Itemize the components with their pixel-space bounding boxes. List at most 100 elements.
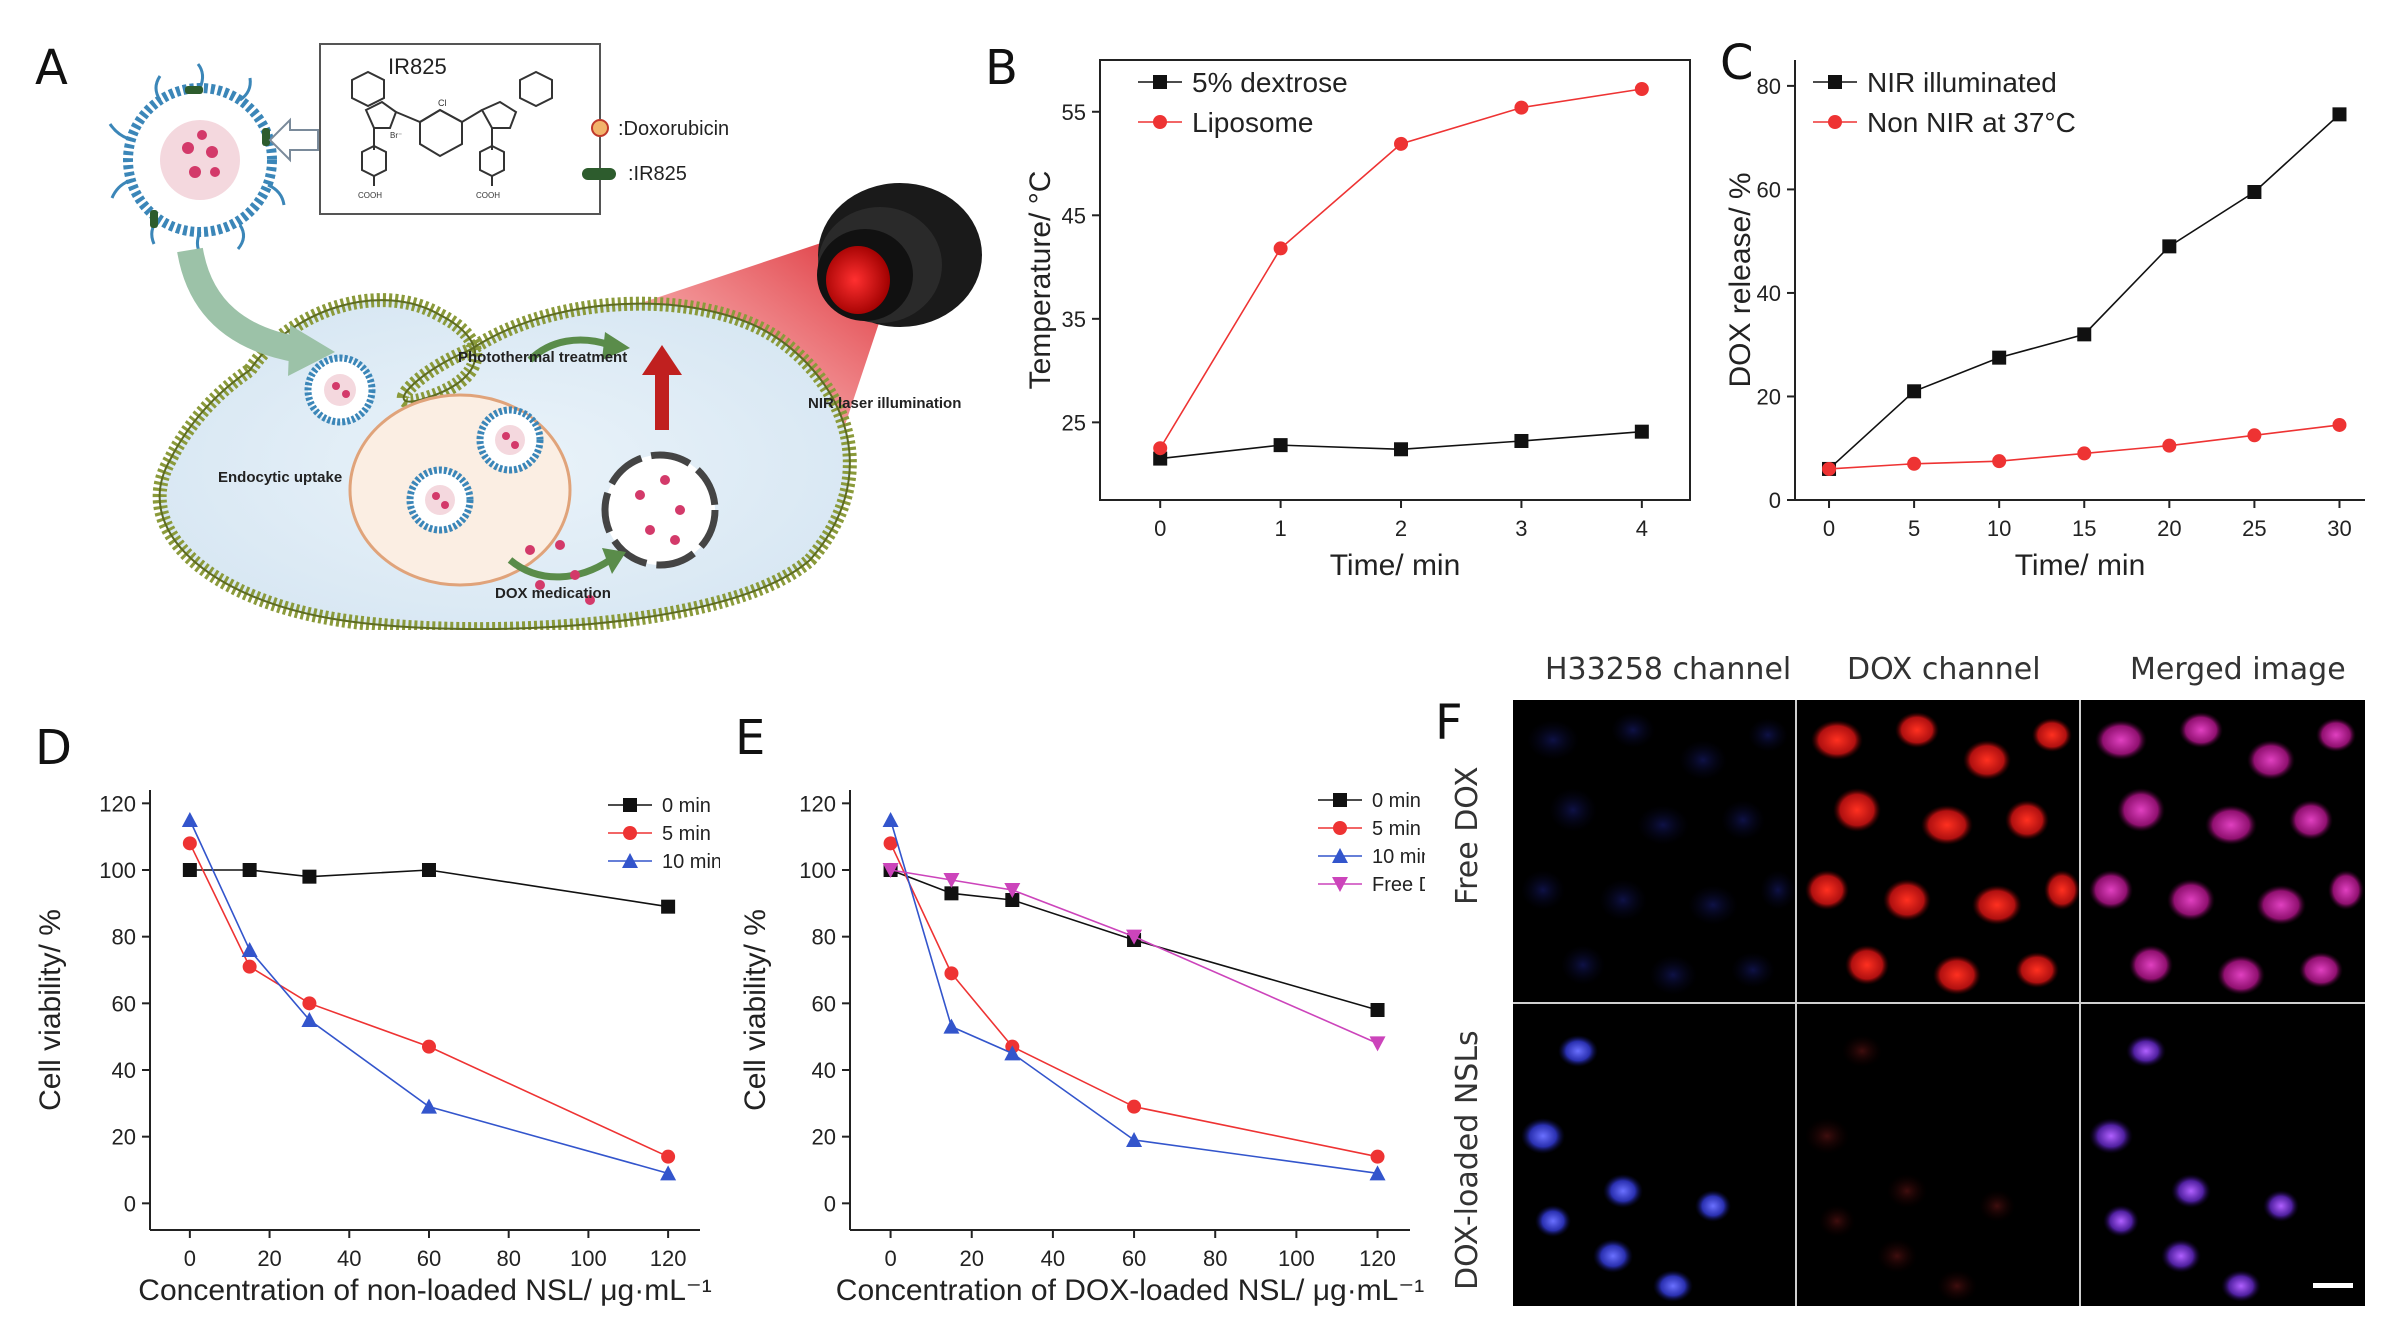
data-point bbox=[661, 1149, 676, 1164]
data-point bbox=[1153, 441, 1168, 456]
label-photothermal: Photothermal treatment bbox=[458, 349, 627, 366]
data-point bbox=[943, 1018, 960, 1034]
y-tick-label: 80 bbox=[1757, 74, 1781, 99]
y-axis-label: DOX release/ % bbox=[1724, 172, 1757, 387]
legend-label: 10 min bbox=[662, 851, 720, 873]
x-axis-label: Time/ min bbox=[1330, 549, 1461, 582]
data-point bbox=[2077, 446, 2092, 461]
y-tick-label: 60 bbox=[1757, 177, 1781, 202]
x-tick-label: 0 bbox=[1154, 516, 1166, 541]
y-tick-label: 120 bbox=[799, 791, 836, 816]
data-point bbox=[1126, 929, 1143, 945]
data-point bbox=[242, 959, 257, 974]
chloride-label: Cl bbox=[438, 98, 447, 108]
y-tick-label: 0 bbox=[824, 1191, 836, 1216]
data-point bbox=[1370, 1149, 1385, 1164]
y-tick-label: 55 bbox=[1062, 100, 1086, 125]
data-point bbox=[2077, 327, 2092, 342]
chart-b: 0 1 2 3 4 25 35 45 55 Time/ min Temperature/ °C 5% … bbox=[1024, 59, 1691, 582]
legend-label: 5% dextrose bbox=[1192, 67, 1348, 98]
series-free-dox bbox=[882, 863, 1386, 1052]
series-line bbox=[889, 819, 1378, 1175]
x-tick-label: 0 bbox=[884, 1246, 896, 1271]
x-tick-label: 20 bbox=[257, 1246, 281, 1271]
legend-marker bbox=[623, 826, 637, 840]
x-tick-label: 2 bbox=[1395, 516, 1407, 541]
y-tick-label: 40 bbox=[812, 1058, 836, 1083]
data-point bbox=[1634, 424, 1649, 439]
y-tick-label: 100 bbox=[799, 858, 836, 883]
data-point bbox=[2247, 428, 2262, 443]
x-tick-label: 60 bbox=[417, 1246, 441, 1271]
row-label-free-dox: Free DOX bbox=[1450, 766, 1485, 905]
panel-label-d: D bbox=[35, 720, 72, 776]
series-0-min bbox=[182, 863, 676, 914]
structure-arrow bbox=[268, 117, 319, 163]
row-label-dox-loaded: DOX-loaded NSLs bbox=[1450, 1030, 1485, 1290]
legend-marker bbox=[1332, 877, 1348, 892]
legend-marker bbox=[622, 853, 638, 868]
data-point bbox=[660, 1165, 677, 1181]
ir825-name: IR825 bbox=[388, 54, 447, 79]
photothermal-arrow bbox=[527, 336, 612, 363]
y-tick-label: 20 bbox=[112, 1125, 136, 1150]
liposome-endosome-1 bbox=[476, 406, 544, 474]
chart-c: 0 5 10 15 20 25 30 0 20 40 60 80 Time/ min DOX releas… bbox=[1724, 60, 2365, 582]
data-point bbox=[1634, 81, 1649, 96]
legend-label: 0 min bbox=[662, 795, 711, 817]
y-tick-label: 20 bbox=[1757, 384, 1781, 409]
legend-doxorubicin: :Doxorubicin bbox=[618, 118, 729, 140]
x-tick-label: 0 bbox=[184, 1246, 196, 1271]
x-tick-label: 40 bbox=[337, 1246, 361, 1271]
microscopy-images bbox=[1513, 700, 2365, 1306]
data-point bbox=[2332, 107, 2347, 122]
y-tick-label: 25 bbox=[1062, 410, 1086, 435]
legend-marker bbox=[1828, 75, 1842, 89]
y-tick-label: 100 bbox=[99, 858, 136, 883]
x-axis-label: Time/ min bbox=[2015, 549, 2146, 582]
data-point bbox=[1370, 1003, 1385, 1017]
cooh-left-label: COOH bbox=[358, 191, 382, 200]
y-tick-label: 80 bbox=[812, 925, 836, 950]
legend-label: NIR illuminated bbox=[1867, 67, 2057, 98]
liposome-large bbox=[108, 63, 290, 257]
y-tick-label: 45 bbox=[1062, 203, 1086, 228]
label-endocytic: Endocytic uptake bbox=[218, 469, 342, 486]
x-axis-label: Concentration of DOX-loaded NSL/ μg·mL⁻¹ bbox=[836, 1274, 1424, 1307]
series-5-dextrose bbox=[1153, 424, 1649, 466]
bromide-label: Br⁻ bbox=[390, 131, 402, 140]
x-tick-label: 20 bbox=[2157, 516, 2181, 541]
scale-bar bbox=[2313, 1283, 2353, 1288]
series-nir-illuminated bbox=[1822, 107, 2347, 476]
data-point bbox=[1369, 1036, 1386, 1052]
data-point bbox=[1369, 1165, 1386, 1181]
ruptured-liposome bbox=[601, 451, 719, 569]
legend-marker bbox=[1153, 75, 1167, 89]
data-point bbox=[944, 966, 959, 981]
y-tick-label: 80 bbox=[112, 925, 136, 950]
ir825-legend-icon bbox=[582, 168, 616, 180]
label-dox-medication: DOX medication bbox=[495, 585, 611, 602]
legend-marker bbox=[1333, 821, 1347, 835]
y-tick-label: 35 bbox=[1062, 307, 1086, 332]
free-dox-particles bbox=[525, 540, 595, 605]
y-tick-label: 0 bbox=[124, 1191, 136, 1216]
legend-marker bbox=[1153, 115, 1167, 129]
data-point bbox=[882, 812, 899, 827]
data-point bbox=[421, 1039, 436, 1054]
y-tick-label: 40 bbox=[112, 1058, 136, 1083]
data-point bbox=[1127, 1099, 1142, 1114]
series-10-min bbox=[882, 812, 1386, 1181]
panel-label-b: B bbox=[985, 40, 1018, 96]
heat-arrow-head bbox=[642, 345, 682, 375]
legend-label: 5 min bbox=[662, 823, 711, 845]
data-point bbox=[1992, 350, 2007, 365]
x-tick-label: 40 bbox=[1041, 1246, 1065, 1271]
data-point bbox=[1514, 100, 1529, 115]
x-tick-label: 10 bbox=[1987, 516, 2011, 541]
legend-marker bbox=[623, 798, 637, 812]
series-10-min bbox=[181, 812, 677, 1181]
data-point bbox=[883, 836, 898, 851]
series-non-nir-at-37-c bbox=[1822, 417, 2347, 476]
x-tick-label: 100 bbox=[570, 1246, 607, 1271]
